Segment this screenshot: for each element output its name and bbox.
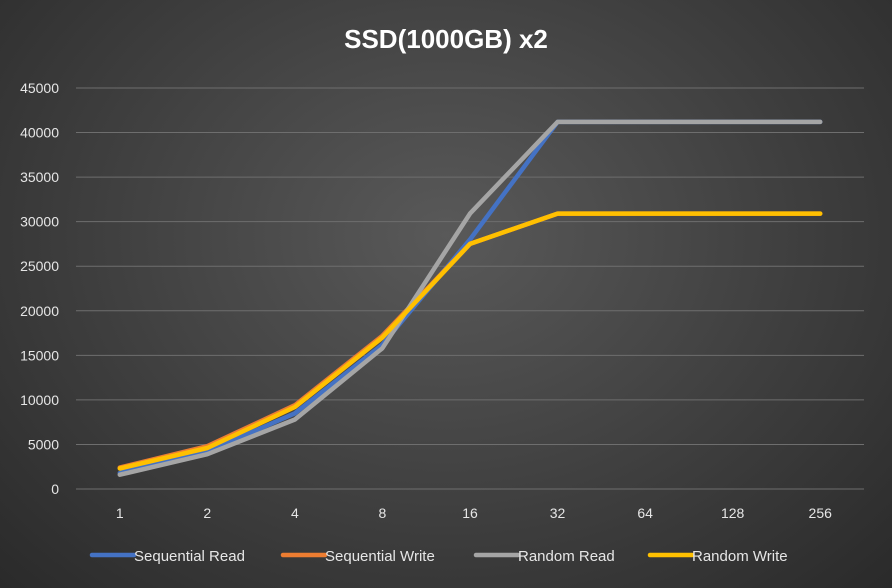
gridlines xyxy=(76,87,864,490)
y-tick-label: 45000 xyxy=(20,80,59,96)
series-line-random-read xyxy=(117,119,823,477)
legend-label: Sequential Write xyxy=(325,548,435,565)
x-tick-label: 32 xyxy=(550,505,566,521)
x-axis-ticks: 1 2 4 8 16 32 64 128 256 xyxy=(116,505,832,521)
series-line-random-write xyxy=(117,211,823,471)
x-tick-label: 64 xyxy=(637,505,653,521)
series-lines xyxy=(117,119,823,477)
y-tick-label: 25000 xyxy=(20,258,59,274)
y-tick-label: 20000 xyxy=(20,303,59,319)
x-tick-label: 16 xyxy=(462,505,478,521)
y-tick-label: 0 xyxy=(51,481,59,497)
chart-title: SSD(1000GB) x2 xyxy=(344,24,548,54)
y-tick-label: 35000 xyxy=(20,169,59,185)
series-line-sequential-read xyxy=(117,119,823,476)
legend-label: Random Write xyxy=(692,548,788,565)
x-tick-label: 2 xyxy=(203,505,211,521)
x-tick-label: 1 xyxy=(116,505,124,521)
y-tick-label: 30000 xyxy=(20,214,59,230)
x-tick-label: 4 xyxy=(291,505,299,521)
x-tick-label: 256 xyxy=(809,505,833,521)
y-axis-ticks: 0 5000 10000 15000 20000 25000 30000 35000 40000… xyxy=(20,80,59,497)
y-tick-label: 10000 xyxy=(20,392,59,408)
x-tick-label: 128 xyxy=(721,505,745,521)
x-tick-label: 8 xyxy=(379,505,387,521)
y-tick-label: 5000 xyxy=(28,436,59,452)
legend: Sequential Read Sequential Write Random Re… xyxy=(89,548,788,565)
legend-label: Random Read xyxy=(518,548,615,565)
legend-label: Sequential Read xyxy=(134,548,245,565)
y-tick-label: 15000 xyxy=(20,347,59,363)
series-line-sequential-write xyxy=(117,211,823,470)
y-tick-label: 40000 xyxy=(20,125,59,141)
